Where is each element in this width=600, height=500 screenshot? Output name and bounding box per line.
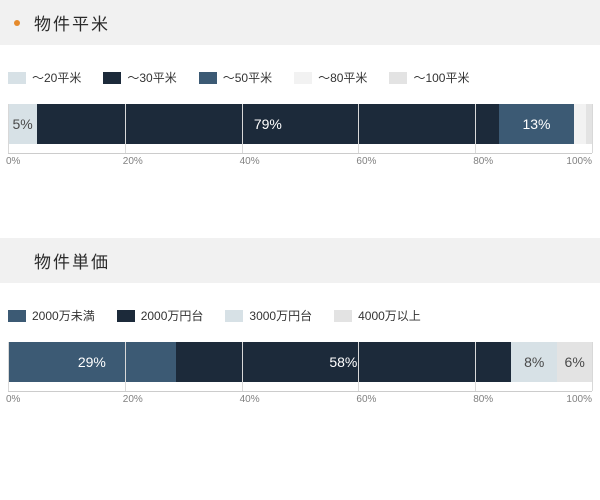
tick-label: 60% [356, 394, 376, 405]
legend-label: ～50平米 [223, 69, 272, 86]
legend-swatch [199, 72, 217, 84]
tick-label: 60% [356, 156, 376, 167]
chart-sqm: ～20平米 ～30平米 ～50平米 ～80平米 ～100平米 5% 79% 13% 0% 20% 4… [0, 45, 600, 190]
segment-label: 79% [254, 116, 282, 132]
segment-label: 58% [329, 354, 357, 370]
legend-swatch [8, 72, 26, 84]
bar-segment [586, 104, 592, 144]
legend-label: ～100平米 [413, 69, 469, 86]
legend-item: ～20平米 [8, 69, 81, 86]
tick-label: 80% [473, 394, 493, 405]
bar-container: 29% 58% 8% 6% [8, 342, 592, 392]
legend-item: 2000万未満 [8, 307, 95, 324]
legend-item: ～80平米 [294, 69, 367, 86]
legend-swatch [225, 310, 243, 322]
legend-item: ～30平米 [103, 69, 176, 86]
legend-item: 2000万円台 [117, 307, 204, 324]
tick-label: 80% [473, 156, 493, 167]
segment-label: 8% [524, 354, 544, 370]
tick-label: 100% [566, 394, 592, 405]
legend-label: 2000万未満 [32, 307, 95, 324]
tick-label: 0% [6, 156, 20, 167]
segment-label: 5% [12, 116, 32, 132]
legend-swatch [389, 72, 407, 84]
bar-segment: 8% [511, 342, 557, 382]
chart-price: 2000万未満 2000万円台 3000万円台 4000万以上 29% 58% 8% 6% 0%… [0, 283, 600, 428]
stacked-bar: 29% 58% 8% 6% [8, 342, 592, 382]
x-axis: 0% 20% 40% 60% 80% 100% [8, 394, 592, 410]
legend-label: ～80平米 [318, 69, 367, 86]
segment-label: 6% [565, 354, 585, 370]
bar-segment: 79% [37, 104, 498, 144]
section-header-sqm: 物件平米 [0, 0, 600, 45]
legend-label: 3000万円台 [249, 307, 312, 324]
bar-segment: 29% [8, 342, 176, 382]
bullet-icon [14, 20, 20, 26]
bar-segment: 6% [557, 342, 592, 382]
legend-swatch [103, 72, 121, 84]
segment-label: 29% [78, 354, 106, 370]
x-axis: 0% 20% 40% 60% 80% 100% [8, 156, 592, 172]
legend-label: ～20平米 [32, 69, 81, 86]
tick-label: 20% [123, 394, 143, 405]
legend-swatch [334, 310, 352, 322]
legend-swatch [117, 310, 135, 322]
bar-segment: 5% [8, 104, 37, 144]
legend-swatch [8, 310, 26, 322]
legend-label: 2000万円台 [141, 307, 204, 324]
tick-label: 40% [240, 394, 260, 405]
legend: 2000万未満 2000万円台 3000万円台 4000万以上 [8, 293, 592, 342]
tick-label: 40% [240, 156, 260, 167]
legend: ～20平米 ～30平米 ～50平米 ～80平米 ～100平米 [8, 55, 592, 104]
legend-label: 4000万以上 [358, 307, 421, 324]
legend-item: ～50平米 [199, 69, 272, 86]
legend-item: ～100平米 [389, 69, 469, 86]
legend-item: 3000万円台 [225, 307, 312, 324]
legend-label: ～30平米 [127, 69, 176, 86]
tick-label: 0% [6, 394, 20, 405]
legend-swatch [294, 72, 312, 84]
section-title: 物件単価 [34, 248, 110, 273]
bar-container: 5% 79% 13% [8, 104, 592, 154]
bar-segment: 58% [176, 342, 511, 382]
tick-label: 20% [123, 156, 143, 167]
stacked-bar: 5% 79% 13% [8, 104, 592, 144]
bar-segment [574, 104, 586, 144]
section-header-price: 物件単価 [0, 238, 600, 283]
section-title: 物件平米 [34, 10, 110, 35]
legend-item: 4000万以上 [334, 307, 421, 324]
bar-segment: 13% [499, 104, 575, 144]
tick-label: 100% [566, 156, 592, 167]
segment-label: 13% [522, 116, 550, 132]
